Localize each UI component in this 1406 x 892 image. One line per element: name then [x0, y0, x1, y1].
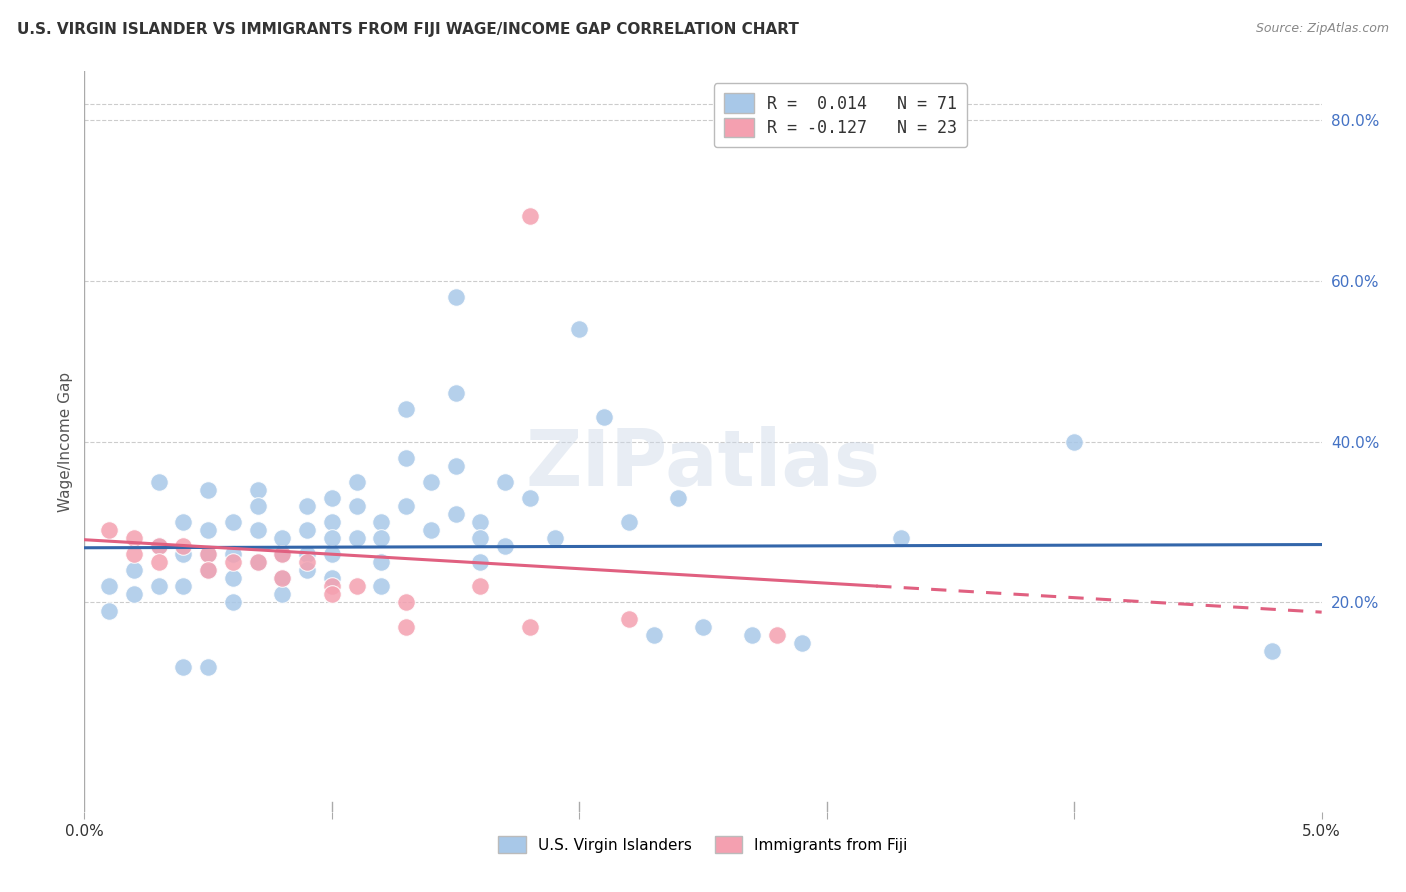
Point: [246, 555, 269, 569]
Point: [122, 547, 145, 561]
Point: [295, 563, 318, 577]
Point: [444, 386, 467, 401]
Point: [766, 628, 789, 642]
Point: [295, 547, 318, 561]
Point: [519, 491, 541, 505]
Point: [321, 547, 343, 561]
Point: [197, 523, 219, 537]
Point: [470, 515, 492, 529]
Point: [148, 539, 170, 553]
Point: [666, 491, 689, 505]
Point: [395, 595, 418, 609]
Point: [98, 523, 121, 537]
Text: Source: ZipAtlas.com: Source: ZipAtlas.com: [1256, 22, 1389, 36]
Point: [370, 531, 392, 545]
Point: [222, 547, 245, 561]
Point: [617, 611, 640, 625]
Point: [222, 571, 245, 585]
Point: [295, 555, 318, 569]
Point: [172, 515, 194, 529]
Point: [593, 410, 616, 425]
Point: [197, 547, 219, 561]
Point: [346, 531, 368, 545]
Point: [122, 563, 145, 577]
Text: U.S. VIRGIN ISLANDER VS IMMIGRANTS FROM FIJI WAGE/INCOME GAP CORRELATION CHART: U.S. VIRGIN ISLANDER VS IMMIGRANTS FROM …: [17, 22, 799, 37]
Point: [370, 579, 392, 593]
Point: [222, 595, 245, 609]
Point: [419, 523, 441, 537]
Point: [741, 628, 763, 642]
Text: ZIPatlas: ZIPatlas: [526, 425, 880, 502]
Point: [470, 555, 492, 569]
Point: [197, 547, 219, 561]
Point: [444, 290, 467, 304]
Point: [148, 539, 170, 553]
Point: [519, 619, 541, 633]
Point: [172, 547, 194, 561]
Point: [568, 322, 591, 336]
Point: [246, 555, 269, 569]
Point: [271, 547, 294, 561]
Point: [519, 209, 541, 223]
Point: [444, 507, 467, 521]
Point: [444, 458, 467, 473]
Point: [1261, 644, 1284, 658]
Point: [197, 563, 219, 577]
Legend: U.S. Virgin Islanders, Immigrants from Fiji: U.S. Virgin Islanders, Immigrants from F…: [492, 830, 914, 860]
Point: [321, 571, 343, 585]
Point: [370, 515, 392, 529]
Point: [197, 660, 219, 674]
Point: [321, 515, 343, 529]
Point: [197, 563, 219, 577]
Point: [271, 571, 294, 585]
Point: [271, 531, 294, 545]
Point: [246, 523, 269, 537]
Point: [148, 475, 170, 489]
Point: [494, 539, 516, 553]
Point: [790, 636, 813, 650]
Point: [98, 579, 121, 593]
Point: [271, 587, 294, 601]
Point: [494, 475, 516, 489]
Point: [346, 499, 368, 513]
Point: [643, 628, 665, 642]
Point: [246, 483, 269, 497]
Point: [222, 515, 245, 529]
Point: [395, 619, 418, 633]
Point: [98, 603, 121, 617]
Point: [470, 531, 492, 545]
Point: [271, 547, 294, 561]
Point: [321, 491, 343, 505]
Point: [543, 531, 565, 545]
Point: [122, 531, 145, 545]
Point: [370, 555, 392, 569]
Point: [692, 619, 714, 633]
Point: [321, 579, 343, 593]
Y-axis label: Wage/Income Gap: Wage/Income Gap: [58, 371, 73, 512]
Point: [470, 579, 492, 593]
Point: [395, 402, 418, 417]
Point: [172, 579, 194, 593]
Point: [890, 531, 912, 545]
Point: [321, 531, 343, 545]
Point: [122, 587, 145, 601]
Point: [321, 587, 343, 601]
Point: [148, 555, 170, 569]
Point: [222, 555, 245, 569]
Point: [419, 475, 441, 489]
Point: [395, 450, 418, 465]
Point: [295, 523, 318, 537]
Point: [346, 579, 368, 593]
Point: [346, 475, 368, 489]
Point: [1063, 434, 1085, 449]
Point: [295, 499, 318, 513]
Point: [172, 660, 194, 674]
Point: [148, 579, 170, 593]
Point: [197, 483, 219, 497]
Point: [395, 499, 418, 513]
Point: [617, 515, 640, 529]
Point: [271, 571, 294, 585]
Point: [246, 499, 269, 513]
Point: [172, 539, 194, 553]
